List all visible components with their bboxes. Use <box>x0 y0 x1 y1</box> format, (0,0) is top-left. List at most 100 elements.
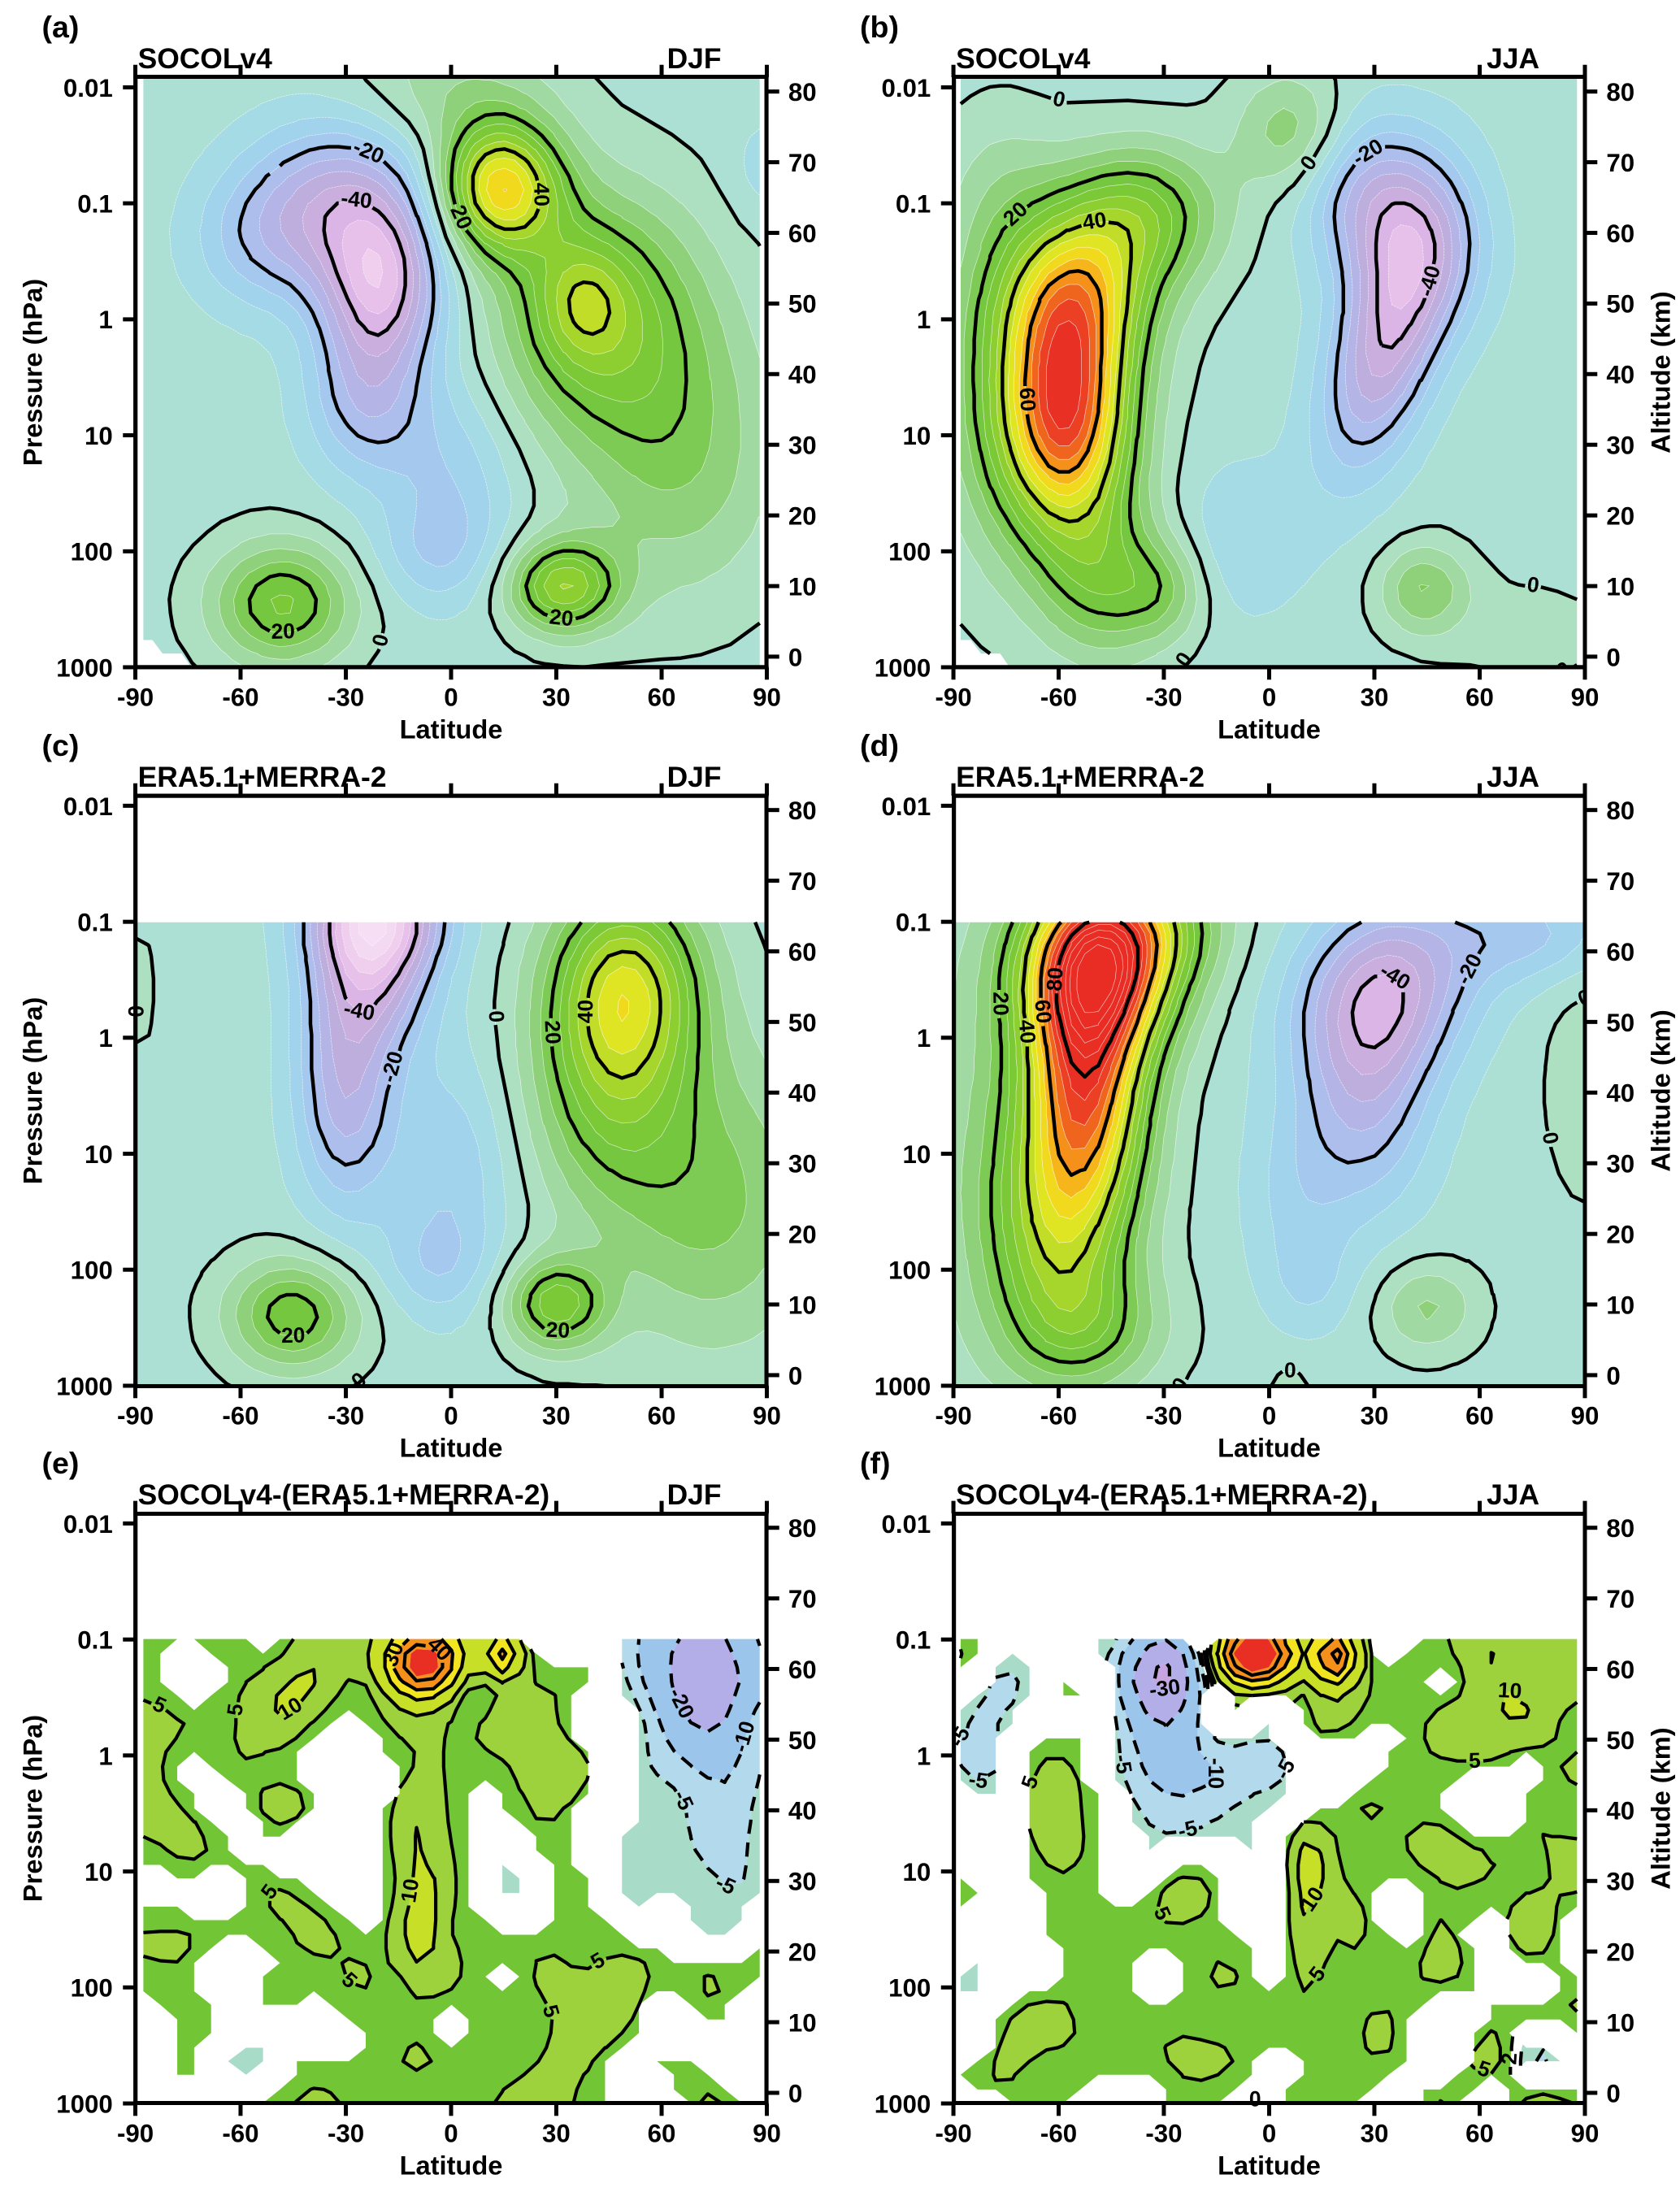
svg-text:-30: -30 <box>328 1402 364 1430</box>
svg-text:80: 80 <box>1606 796 1634 825</box>
svg-text:100: 100 <box>888 1974 931 2003</box>
svg-text:(d): (d) <box>860 728 899 762</box>
svg-text:-40: -40 <box>340 185 373 213</box>
svg-text:20: 20 <box>1606 1938 1634 1967</box>
svg-text:Altitude (km): Altitude (km) <box>1645 1009 1675 1171</box>
svg-text:0.01: 0.01 <box>63 1510 113 1539</box>
svg-text:Altitude (km): Altitude (km) <box>1645 1727 1675 1889</box>
svg-text:Altitude (km): Altitude (km) <box>1645 291 1675 453</box>
svg-text:80: 80 <box>788 796 817 825</box>
svg-text:30: 30 <box>542 684 571 712</box>
svg-text:5: 5 <box>1469 1748 1481 1773</box>
svg-text:60: 60 <box>1030 999 1057 1025</box>
svg-text:30: 30 <box>1606 1868 1634 1896</box>
svg-text:40: 40 <box>1081 207 1108 235</box>
svg-text:0.1: 0.1 <box>896 908 931 936</box>
svg-text:0.1: 0.1 <box>77 1626 112 1654</box>
svg-text:JJA: JJA <box>1487 42 1539 75</box>
svg-text:30: 30 <box>542 1402 571 1430</box>
svg-text:70: 70 <box>1606 149 1634 177</box>
svg-text:-30: -30 <box>1145 1402 1182 1430</box>
svg-text:0: 0 <box>1284 1357 1296 1382</box>
svg-text:20: 20 <box>788 501 817 530</box>
svg-text:-90: -90 <box>117 1402 154 1430</box>
svg-text:Latitude: Latitude <box>1218 1433 1321 1463</box>
svg-text:10: 10 <box>85 422 113 450</box>
svg-text:1000: 1000 <box>56 653 113 682</box>
svg-text:SOCOLv4: SOCOLv4 <box>138 42 273 75</box>
svg-text:60: 60 <box>1606 938 1634 966</box>
svg-text:1000: 1000 <box>875 2090 931 2118</box>
svg-text:60: 60 <box>1015 387 1041 412</box>
svg-text:10: 10 <box>1606 2008 1634 2037</box>
svg-text:30: 30 <box>1606 1150 1634 1178</box>
svg-text:40: 40 <box>1014 1018 1040 1044</box>
svg-text:0.01: 0.01 <box>63 74 113 102</box>
svg-text:0: 0 <box>1249 2087 1261 2112</box>
svg-text:40: 40 <box>529 182 554 206</box>
svg-text:-30: -30 <box>328 2120 364 2148</box>
svg-text:0: 0 <box>484 1010 510 1023</box>
svg-text:-40: -40 <box>342 996 377 1026</box>
svg-text:0: 0 <box>788 2079 802 2107</box>
svg-text:10: 10 <box>1606 1291 1634 1319</box>
svg-text:20: 20 <box>788 1220 817 1248</box>
svg-text:0: 0 <box>1051 86 1068 113</box>
svg-text:10: 10 <box>1497 1678 1522 1703</box>
svg-text:-60: -60 <box>222 1402 258 1430</box>
svg-text:1: 1 <box>98 1024 112 1053</box>
svg-text:10: 10 <box>903 1140 931 1169</box>
svg-text:10: 10 <box>396 1877 423 1904</box>
svg-text:30: 30 <box>788 1150 817 1178</box>
svg-text:70: 70 <box>788 867 817 896</box>
svg-text:-90: -90 <box>117 2120 154 2148</box>
svg-text:0: 0 <box>444 684 458 712</box>
svg-text:40: 40 <box>1606 1079 1634 1108</box>
svg-text:90: 90 <box>753 684 781 712</box>
svg-text:0: 0 <box>367 632 394 649</box>
svg-text:60: 60 <box>788 1656 817 1684</box>
svg-text:40: 40 <box>1606 361 1634 389</box>
svg-text:(a): (a) <box>42 10 80 44</box>
svg-text:-10: -10 <box>1204 1758 1228 1789</box>
svg-text:20: 20 <box>1606 1220 1634 1248</box>
svg-text:0: 0 <box>1526 572 1540 598</box>
svg-text:0.1: 0.1 <box>77 908 112 936</box>
svg-text:-5: -5 <box>967 1767 989 1794</box>
svg-text:0: 0 <box>1538 1130 1564 1146</box>
svg-text:100: 100 <box>888 1257 931 1285</box>
svg-text:ERA5.1+MERRA-2: ERA5.1+MERRA-2 <box>956 761 1205 793</box>
svg-text:10: 10 <box>903 1858 931 1886</box>
svg-text:0: 0 <box>1606 2079 1620 2107</box>
svg-text:100: 100 <box>888 538 931 566</box>
svg-text:20: 20 <box>540 1020 566 1045</box>
svg-text:1: 1 <box>98 306 112 334</box>
svg-text:50: 50 <box>788 290 817 319</box>
svg-text:0.1: 0.1 <box>896 1626 931 1654</box>
svg-text:Pressure (hPa): Pressure (hPa) <box>17 279 47 466</box>
svg-text:DJF: DJF <box>667 42 722 75</box>
svg-text:70: 70 <box>788 149 817 177</box>
svg-text:JJA: JJA <box>1487 761 1539 793</box>
svg-text:80: 80 <box>1606 1514 1634 1543</box>
svg-text:1000: 1000 <box>875 653 931 682</box>
svg-text:-90: -90 <box>935 684 971 712</box>
svg-text:30: 30 <box>1606 432 1634 460</box>
svg-text:SOCOLv4-(ERA5.1+MERRA-2): SOCOLv4-(ERA5.1+MERRA-2) <box>138 1478 550 1511</box>
svg-text:80: 80 <box>788 1514 817 1543</box>
svg-text:60: 60 <box>1465 2120 1494 2148</box>
svg-text:Latitude: Latitude <box>400 1433 503 1463</box>
svg-text:60: 60 <box>1606 1656 1634 1684</box>
svg-text:2: 2 <box>1496 2052 1522 2066</box>
svg-text:(c): (c) <box>42 728 80 762</box>
svg-text:90: 90 <box>1571 1402 1600 1430</box>
svg-text:20: 20 <box>545 1317 571 1343</box>
svg-text:0.1: 0.1 <box>896 190 931 219</box>
svg-text:Latitude: Latitude <box>400 714 503 744</box>
svg-text:0: 0 <box>1262 684 1276 712</box>
svg-text:-5: -5 <box>1109 1752 1136 1775</box>
svg-text:0: 0 <box>1606 643 1620 671</box>
svg-text:60: 60 <box>648 1402 676 1430</box>
svg-text:40: 40 <box>788 361 817 389</box>
svg-text:10: 10 <box>788 572 817 601</box>
